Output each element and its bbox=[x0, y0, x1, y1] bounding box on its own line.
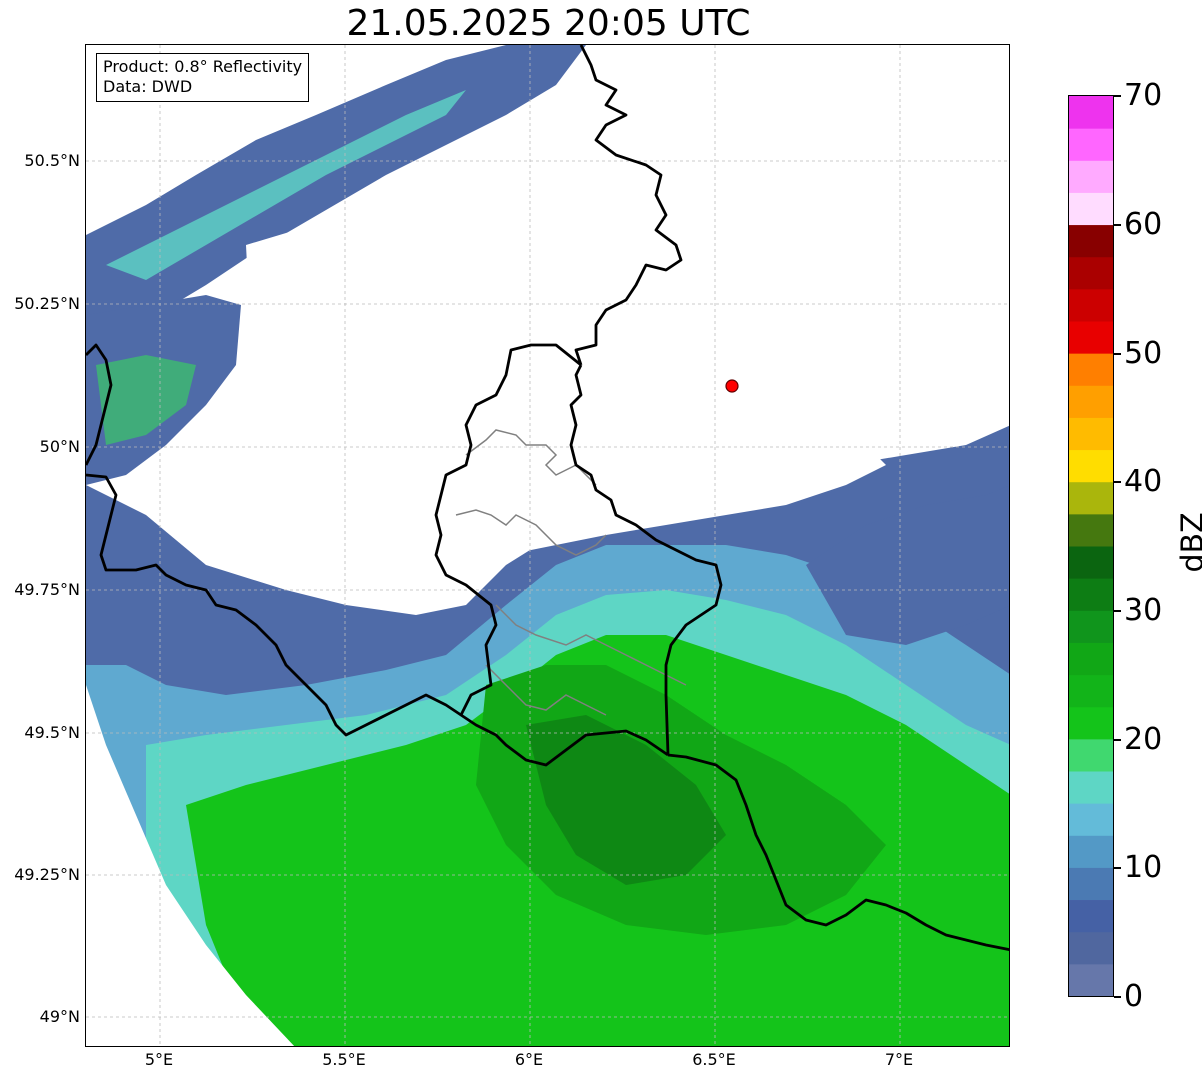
colorbar-segment bbox=[1069, 803, 1113, 836]
map-title: 21.05.2025 20:05 UTC bbox=[346, 3, 751, 44]
colorbar-segment bbox=[1069, 128, 1113, 161]
colorbar-segment bbox=[1069, 931, 1113, 965]
colorbar-unit-label: dBZ bbox=[1175, 512, 1202, 573]
lon-tick-label: 7°E bbox=[884, 1050, 914, 1069]
radar-site-marker bbox=[725, 379, 739, 393]
lat-tick-label: 50.5°N bbox=[24, 151, 80, 170]
border-fr bbox=[86, 473, 669, 767]
radar-map bbox=[85, 44, 1010, 1047]
product-label: Product: 0.8° Reflectivity bbox=[103, 57, 303, 76]
colorbar-tick-label: 30 bbox=[1124, 593, 1163, 628]
colorbar-segment bbox=[1069, 321, 1113, 354]
colorbar-segment bbox=[1069, 546, 1113, 579]
border-nl-be bbox=[86, 343, 113, 466]
border-lu-be bbox=[434, 343, 582, 716]
colorbar-segment bbox=[1069, 288, 1113, 322]
colorbar-tick-label: 40 bbox=[1124, 464, 1163, 499]
lat-tick-label: 50°N bbox=[39, 437, 80, 456]
colorbar-segment bbox=[1069, 256, 1113, 290]
lon-tick-label: 6°E bbox=[514, 1050, 544, 1069]
lat-tick-label: 49.25°N bbox=[14, 865, 80, 884]
colorbar-segment bbox=[1069, 96, 1113, 129]
echo-blue-east bbox=[806, 485, 1009, 645]
colorbar-segment bbox=[1069, 224, 1113, 258]
colorbar-tick-label: 70 bbox=[1124, 78, 1163, 113]
lon-tick-label: 6.5°E bbox=[692, 1050, 736, 1069]
colorbar-segment bbox=[1069, 578, 1113, 611]
data-source-label: Data: DWD bbox=[103, 77, 193, 96]
colorbar-tick-label: 0 bbox=[1124, 979, 1144, 1014]
colorbar-tick-label: 10 bbox=[1124, 850, 1163, 885]
colorbar-segment bbox=[1069, 963, 1113, 996]
reflectivity-echoes bbox=[86, 45, 1009, 1046]
colorbar-segment bbox=[1069, 481, 1113, 515]
radar-map-canvas bbox=[86, 45, 1009, 1046]
colorbar-segment bbox=[1069, 192, 1113, 226]
region-border-4 bbox=[485, 664, 607, 716]
colorbar-segment bbox=[1069, 417, 1113, 451]
lat-tick-label: 50.25°N bbox=[14, 294, 80, 313]
colorbar-tick bbox=[1114, 739, 1121, 741]
colorbar-tick bbox=[1114, 867, 1121, 869]
echo-blue-nw bbox=[86, 45, 586, 345]
colorbar-segment bbox=[1069, 385, 1113, 418]
colorbar-segment bbox=[1069, 449, 1113, 483]
colorbar-tick-label: 60 bbox=[1124, 207, 1163, 242]
echo-turquoise-nw bbox=[106, 90, 466, 280]
colorbar-tick bbox=[1114, 996, 1121, 998]
colorbar-segment bbox=[1069, 899, 1113, 933]
colorbar-tick-label: 20 bbox=[1124, 722, 1163, 757]
colorbar-segment bbox=[1069, 642, 1113, 676]
colorbar-tick-label: 50 bbox=[1124, 336, 1163, 371]
radar-range-edge bbox=[86, 685, 295, 1046]
colorbar-segment bbox=[1069, 706, 1113, 740]
lon-tick-label: 5.5°E bbox=[322, 1050, 366, 1069]
region-border-2 bbox=[455, 509, 607, 556]
colorbar-tick bbox=[1114, 95, 1121, 97]
country-borders bbox=[86, 45, 1009, 952]
echo-green-dark bbox=[526, 715, 726, 885]
colorbar-gradient bbox=[1069, 96, 1113, 996]
border-be-lu bbox=[569, 364, 723, 756]
colorbar bbox=[1068, 95, 1114, 997]
colorbar-segment bbox=[1069, 738, 1113, 772]
lat-tick-label: 49°N bbox=[39, 1007, 80, 1026]
colorbar-tick bbox=[1114, 353, 1121, 355]
border-de-east bbox=[574, 45, 683, 366]
graticule bbox=[86, 45, 1009, 1046]
border-fr-de bbox=[667, 753, 1009, 952]
lat-tick-label: 49.5°N bbox=[24, 723, 80, 742]
colorbar-segment bbox=[1069, 610, 1113, 643]
lat-tick-label: 49.75°N bbox=[14, 580, 80, 599]
region-border-3 bbox=[495, 604, 687, 686]
lon-tick-label: 5°E bbox=[144, 1050, 174, 1069]
colorbar-segment bbox=[1069, 160, 1113, 193]
colorbar-segment bbox=[1069, 674, 1113, 708]
colorbar-tick bbox=[1114, 224, 1121, 226]
product-info-box: Product: 0.8° Reflectivity Data: DWD bbox=[96, 53, 310, 102]
colorbar-tick bbox=[1114, 481, 1121, 483]
colorbar-tick bbox=[1114, 610, 1121, 612]
colorbar-segment bbox=[1069, 835, 1113, 868]
colorbar-segment bbox=[1069, 867, 1113, 901]
echo-green-west bbox=[96, 355, 196, 445]
colorbar-segment bbox=[1069, 771, 1113, 804]
colorbar-segment bbox=[1069, 513, 1113, 547]
colorbar-segment bbox=[1069, 353, 1113, 386]
no-echo-center bbox=[246, 65, 886, 585]
